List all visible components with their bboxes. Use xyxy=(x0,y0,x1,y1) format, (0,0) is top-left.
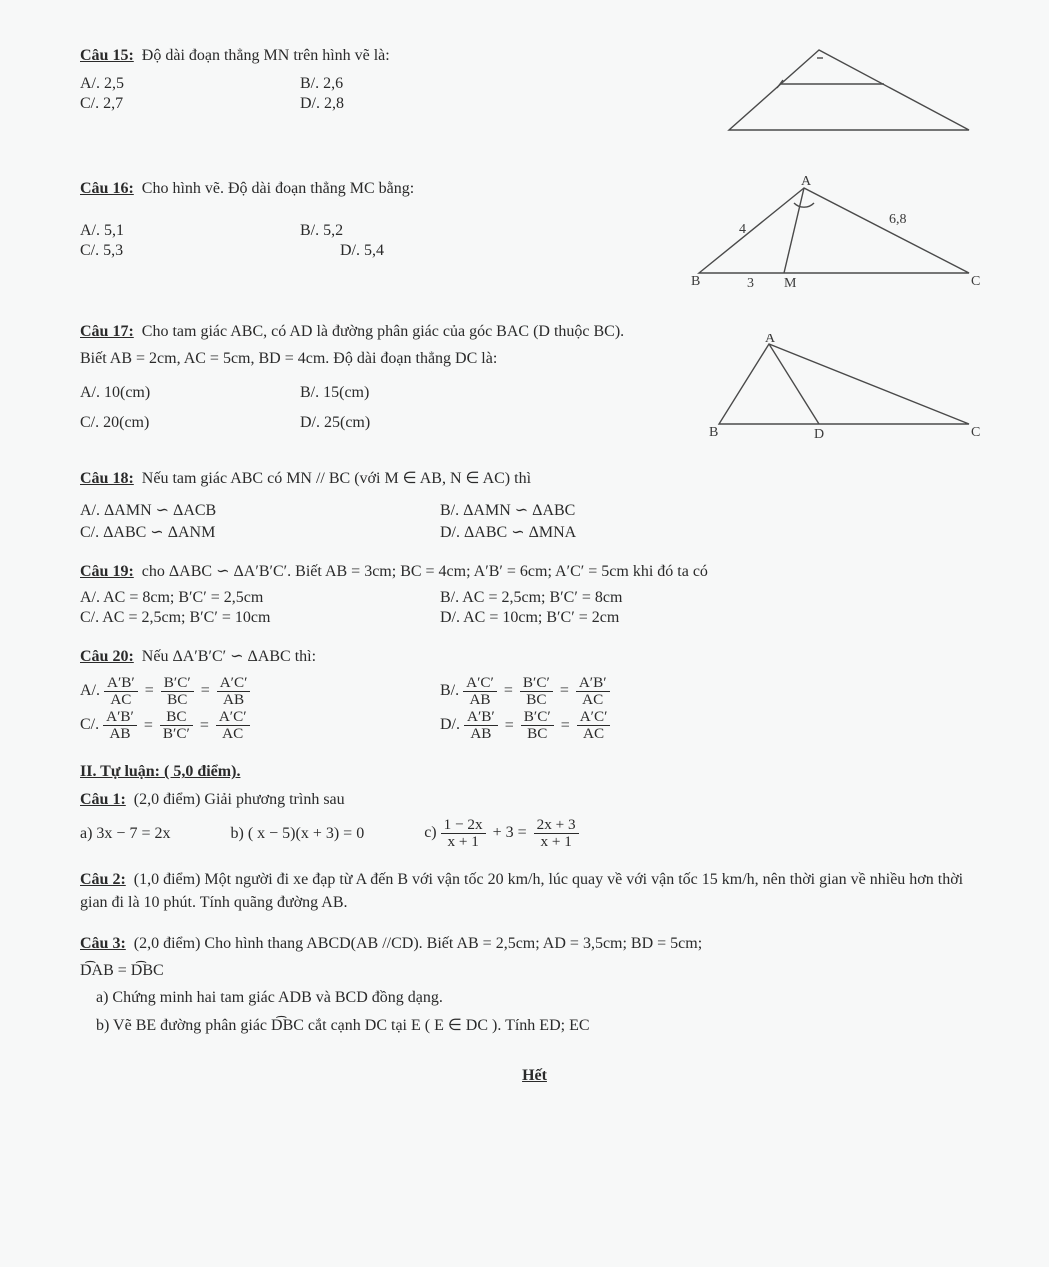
cau1-prompt: (2,0 điểm) Giải phương trình sau xyxy=(134,791,345,808)
q15-opt-d: D/. 2,8 xyxy=(300,95,520,113)
q17-opt-d: D/. 25(cm) xyxy=(300,414,520,432)
question-16: Câu 16: Cho hình vẽ. Độ dài đoạn thẳng M… xyxy=(80,173,989,298)
q15-figure xyxy=(709,40,989,155)
q16-triangle-svg: A B C M 4 6,8 3 xyxy=(689,173,989,293)
q17-opt-c: C/. 20(cm) xyxy=(80,414,300,432)
section-II-title: II. Tự luận: ( 5,0 điểm). xyxy=(80,760,989,783)
q16-label-m: M xyxy=(784,276,797,291)
q17-opt-b: B/. 15(cm) xyxy=(300,384,520,402)
cau3-b: b) Vẽ BE đường phân giác D͡BC cắt cạnh D… xyxy=(96,1014,989,1037)
cau1-b: b) ( x − 5)(x + 3) = 0 xyxy=(230,822,364,845)
q16-prompt: Cho hình vẽ. Độ dài đoạn thẳng MC bằng: xyxy=(142,180,414,197)
cau1-a: a) 3x − 7 = 2x xyxy=(80,822,170,845)
q20-b-lead: B/. xyxy=(440,682,459,699)
q19-title: Câu 19: xyxy=(80,563,134,580)
q18-opt-d: D/. ΔABC ∽ ΔMNA xyxy=(440,522,800,542)
q19-opt-b: B/. AC = 2,5cm; B′C′ = 8cm xyxy=(440,589,800,607)
q16-label-bottom: 3 xyxy=(747,276,754,291)
q18-opt-b: B/. ΔAMN ∽ ΔABC xyxy=(440,500,800,520)
cau2-prompt: (1,0 điểm) Một người đi xe đạp từ A đến … xyxy=(80,871,963,911)
exam-page: Câu 15: Độ dài đoạn thẳng MN trên hình v… xyxy=(0,0,1049,1267)
q20-opt-a: A/. A′B′AC = B′C′BC = A′C′AB xyxy=(80,675,440,708)
q20-options: A/. A′B′AC = B′C′BC = A′C′AB B/. A′C′AB … xyxy=(80,675,989,743)
q17-title: Câu 17: xyxy=(80,323,134,340)
q19-prompt: cho ΔABC ∽ ΔA′B′C′. Biết AB = 3cm; BC = … xyxy=(142,563,708,580)
cau2-title: Câu 2: xyxy=(80,871,126,888)
q17-prompt2: Biết AB = 2cm, AC = 5cm, BD = 4cm. Độ dà… xyxy=(80,347,689,370)
q16-opt-b: B/. 5,2 xyxy=(300,222,520,240)
q16-opt-c: C/. 5,3 xyxy=(80,242,300,260)
cau1: Câu 1: (2,0 điểm) Giải phương trình sau … xyxy=(80,788,989,850)
q15-prompt: Độ dài đoạn thẳng MN trên hình vẽ là: xyxy=(142,47,390,64)
q19-opt-a: A/. AC = 8cm; B′C′ = 2,5cm xyxy=(80,589,440,607)
q17-opt-a: A/. 10(cm) xyxy=(80,384,300,402)
q16-label-b: B xyxy=(691,274,700,289)
q16-label-right: 6,8 xyxy=(889,212,907,227)
cau3-line2: D͡AB = D͡BC xyxy=(80,959,989,982)
q17-body: Câu 17: Cho tam giác ABC, có AD là đường… xyxy=(80,316,689,432)
q17-triangle-svg: A B C D xyxy=(709,334,989,444)
question-15: Câu 15: Độ dài đoạn thẳng MN trên hình v… xyxy=(80,40,989,155)
cau1-title: Câu 1: xyxy=(80,791,126,808)
end-marker: Hết xyxy=(80,1067,989,1085)
q17-label-b: B xyxy=(709,425,718,440)
cau1-c-mid: + 3 = xyxy=(493,824,527,841)
q15-body: Câu 15: Độ dài đoạn thẳng MN trên hình v… xyxy=(80,40,689,113)
cau3-a: a) Chứng minh hai tam giác ADB và BCD đồ… xyxy=(96,986,989,1009)
q19-opt-c: C/. AC = 2,5cm; B′C′ = 10cm xyxy=(80,609,440,627)
q16-opt-a: A/. 5,1 xyxy=(80,222,300,240)
question-17: Câu 17: Cho tam giác ABC, có AD là đường… xyxy=(80,316,989,449)
q16-opt-d: D/. 5,4 xyxy=(340,242,520,260)
q15-options: A/. 2,5 B/. 2,6 C/. 2,7 D/. 2,8 xyxy=(80,75,689,113)
q17-prompt: Cho tam giác ABC, có AD là đường phân gi… xyxy=(142,323,624,340)
cau2: Câu 2: (1,0 điểm) Một người đi xe đạp từ… xyxy=(80,868,989,914)
q19-opt-d: D/. AC = 10cm; B′C′ = 2cm xyxy=(440,609,800,627)
q20-opt-d: D/. A′B′AB = B′C′BC = A′C′AC xyxy=(440,709,800,742)
q18-opt-c: C/. ΔABC ∽ ΔANM xyxy=(80,522,440,542)
q17-label-d: D xyxy=(814,427,824,442)
q15-opt-b: B/. 2,6 xyxy=(300,75,520,93)
question-20: Câu 20: Nếu ΔA′B′C′ ∽ ΔABC thì: A/. A′B′… xyxy=(80,645,989,742)
question-19: Câu 19: cho ΔABC ∽ ΔA′B′C′. Biết AB = 3c… xyxy=(80,560,989,627)
q20-opt-b: B/. A′C′AB = B′C′BC = A′B′AC xyxy=(440,675,800,708)
cau1-c-lead: c) xyxy=(424,824,436,841)
q18-prompt: Nếu tam giác ABC có MN // BC (với M ∈ AB… xyxy=(142,470,531,487)
q16-figure: A B C M 4 6,8 3 xyxy=(689,173,989,298)
cau1-c: c) 1 − 2xx + 1 + 3 = 2x + 3x + 1 xyxy=(424,817,578,850)
q17-label-a: A xyxy=(765,334,776,346)
cau3-title: Câu 3: xyxy=(80,935,126,952)
q16-title: Câu 16: xyxy=(80,180,134,197)
q17-figure: A B C D xyxy=(709,334,989,449)
cau3-prompt: (2,0 điểm) Cho hình thang ABCD(AB //CD).… xyxy=(134,935,702,952)
q20-d-lead: D/. xyxy=(440,717,460,734)
q17-options: A/. 10(cm) B/. 15(cm) C/. 20(cm) D/. 25(… xyxy=(80,384,689,432)
q15-triangle-svg xyxy=(709,40,989,150)
question-18: Câu 18: Nếu tam giác ABC có MN // BC (vớ… xyxy=(80,467,989,542)
q17-label-c: C xyxy=(971,425,980,440)
q19-options: A/. AC = 8cm; B′C′ = 2,5cm B/. AC = 2,5c… xyxy=(80,589,989,627)
q18-options: A/. ΔAMN ∽ ΔACB B/. ΔAMN ∽ ΔABC C/. ΔABC… xyxy=(80,500,989,542)
q16-options: A/. 5,1 B/. 5,2 C/. 5,3 D/. 5,4 xyxy=(80,222,669,260)
q15-title: Câu 15: xyxy=(80,47,134,64)
q20-opt-c: C/. A′B′AB = BCB′C′ = A′C′AC xyxy=(80,709,440,742)
q20-title: Câu 20: xyxy=(80,648,134,665)
q16-label-left: 4 xyxy=(739,222,746,237)
q15-opt-a: A/. 2,5 xyxy=(80,75,300,93)
q18-title: Câu 18: xyxy=(80,470,134,487)
q16-label-c: C xyxy=(971,274,980,289)
q18-opt-a: A/. ΔAMN ∽ ΔACB xyxy=(80,500,440,520)
cau3: Câu 3: (2,0 điểm) Cho hình thang ABCD(AB… xyxy=(80,932,989,1037)
q20-a-lead: A/. xyxy=(80,682,100,699)
q20-prompt: Nếu ΔA′B′C′ ∽ ΔABC thì: xyxy=(142,648,316,665)
q20-c-lead: C/. xyxy=(80,717,99,734)
q16-label-a: A xyxy=(801,174,812,189)
q15-opt-c: C/. 2,7 xyxy=(80,95,300,113)
q16-body: Câu 16: Cho hình vẽ. Độ dài đoạn thẳng M… xyxy=(80,173,669,260)
